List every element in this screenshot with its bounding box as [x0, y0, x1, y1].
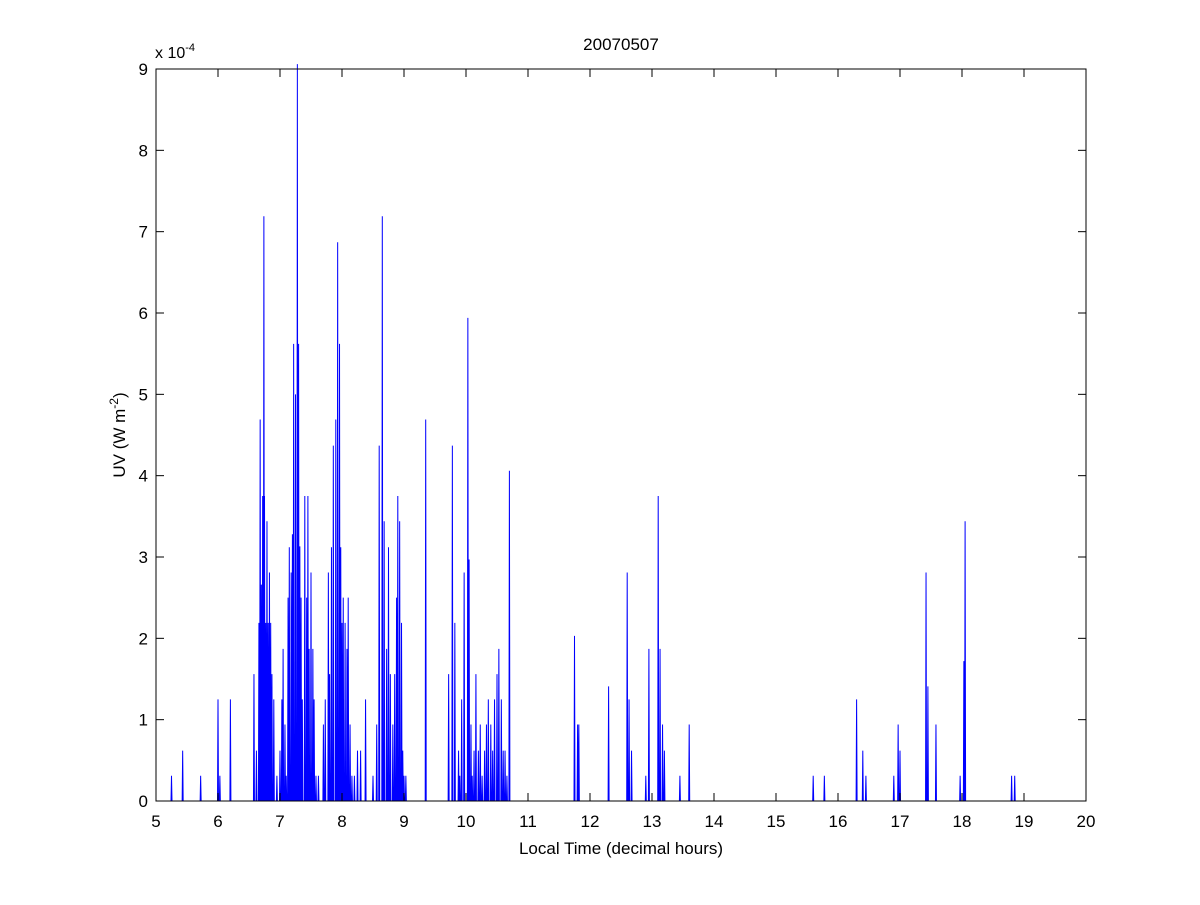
chart-title: 20070507 [583, 35, 659, 54]
y-axis-multiplier-base: x 10 [155, 45, 185, 62]
x-tick-label: 12 [581, 812, 600, 831]
x-tick-label: 19 [1015, 812, 1034, 831]
y-tick-label: 0 [139, 792, 148, 811]
x-tick-label: 20 [1077, 812, 1096, 831]
y-tick-label: 8 [139, 141, 148, 160]
y-tick-label: 3 [139, 548, 148, 567]
x-tick-label: 15 [767, 812, 786, 831]
x-tick-label: 13 [643, 812, 662, 831]
y-axis-label-exponent: -2 [107, 398, 121, 409]
y-tick-label: 6 [139, 304, 148, 323]
y-tick-label: 1 [139, 711, 148, 730]
axes-box [155, 68, 1087, 802]
y-tick-label: 5 [139, 385, 148, 404]
x-tick-label: 17 [891, 812, 910, 831]
x-tick-label: 14 [705, 812, 724, 831]
y-axis-multiplier: x 10-4 [155, 42, 195, 62]
y-axis-label: UV (W m-2) [107, 392, 129, 477]
x-tick-label: 9 [399, 812, 408, 831]
x-tick-label: 11 [519, 812, 537, 831]
x-tick-label: 10 [457, 812, 476, 831]
y-tick-label: 7 [139, 223, 148, 242]
y-axis-ticks: 0 1 2 3 4 5 6 7 8 9 [139, 60, 1086, 811]
x-tick-label: 5 [151, 812, 160, 831]
y-tick-label: 2 [139, 629, 148, 648]
y-tick-label: 4 [139, 467, 148, 486]
y-axis-label-main: UV (W m [110, 409, 129, 478]
y-axis-multiplier-exponent: -4 [185, 42, 195, 54]
y-tick-label: 9 [139, 60, 148, 79]
x-tick-label: 8 [337, 812, 346, 831]
x-tick-label: 16 [829, 812, 848, 831]
x-tick-label: 7 [275, 812, 284, 831]
x-axis-ticks: 5 6 7 8 9 10 11 12 13 14 15 16 17 18 19 20 [151, 69, 1095, 831]
x-tick-label: 18 [953, 812, 972, 831]
x-tick-label: 6 [213, 812, 222, 831]
x-axis-label: Local Time (decimal hours) [519, 839, 723, 858]
y-axis-label-close: ) [110, 392, 129, 398]
